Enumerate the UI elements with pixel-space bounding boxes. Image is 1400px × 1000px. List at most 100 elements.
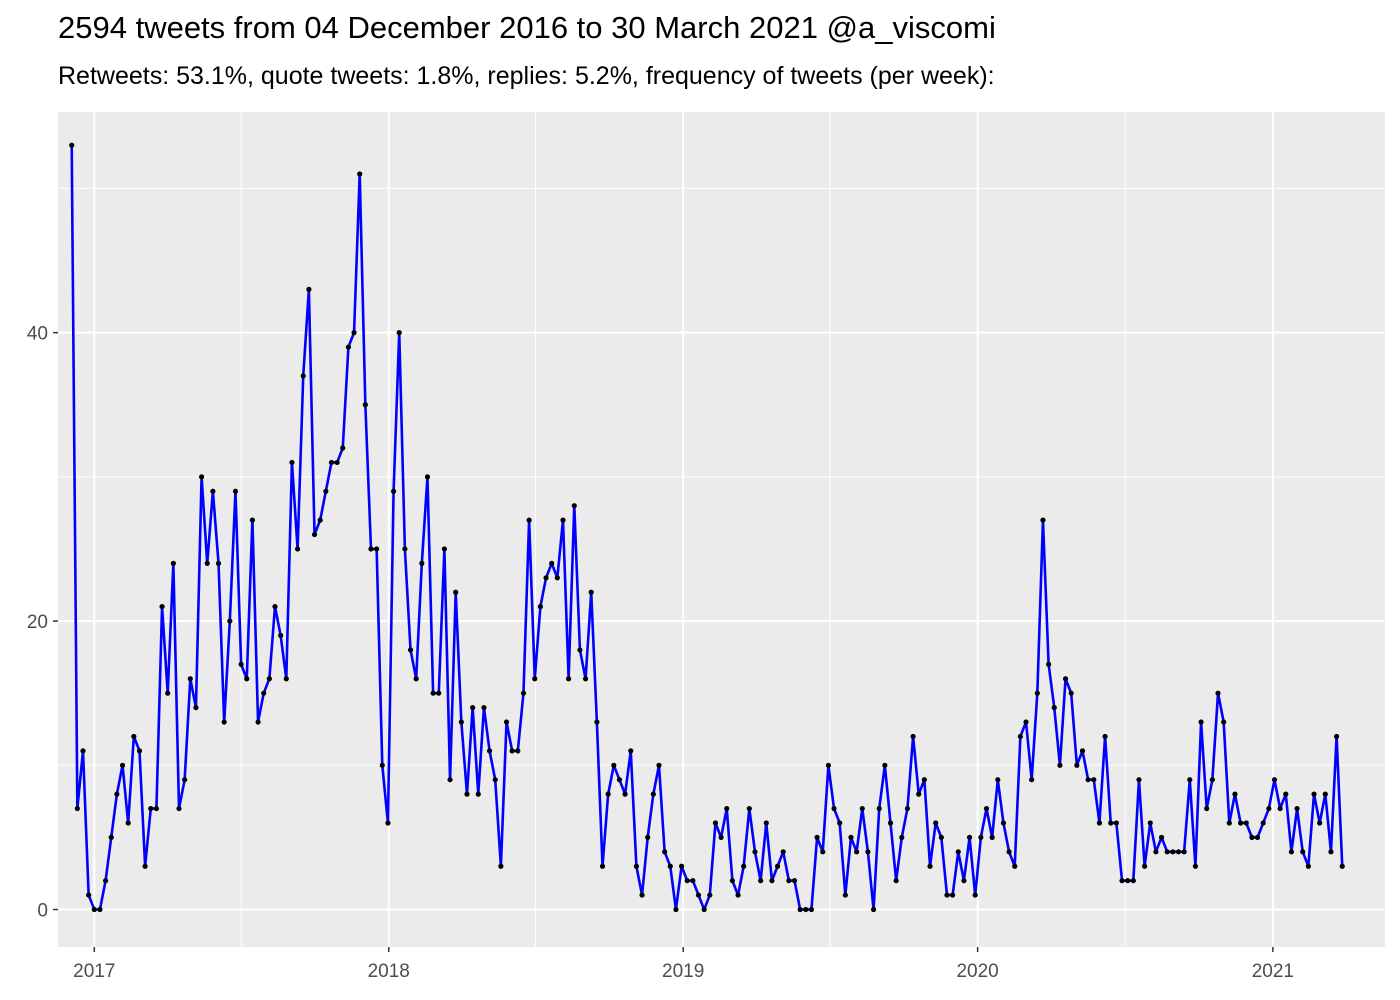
data-point	[80, 748, 86, 754]
data-point	[763, 820, 769, 826]
data-point	[1322, 791, 1328, 797]
data-point	[735, 892, 741, 898]
data-point	[204, 560, 210, 566]
data-point	[453, 589, 459, 595]
data-point	[1034, 690, 1040, 696]
data-point	[1198, 719, 1204, 725]
data-point	[662, 849, 668, 855]
data-point	[374, 546, 380, 552]
data-point	[808, 906, 815, 913]
data-point	[791, 878, 798, 884]
data-point	[966, 834, 973, 841]
data-point	[859, 805, 865, 812]
data-point	[978, 834, 984, 841]
data-point	[712, 820, 719, 826]
data-point	[1260, 820, 1266, 826]
data-point	[718, 834, 724, 841]
data-point	[1085, 777, 1091, 783]
data-point	[1012, 863, 1018, 869]
points-layer	[69, 142, 1345, 913]
data-point	[153, 805, 160, 812]
data-point	[1238, 820, 1244, 826]
data-point	[306, 286, 312, 292]
data-point	[244, 676, 250, 682]
data-point	[899, 834, 905, 841]
data-point	[368, 546, 374, 552]
data-point	[1074, 762, 1080, 768]
data-point	[532, 676, 538, 682]
data-point	[684, 878, 690, 884]
data-point	[774, 863, 781, 869]
data-point	[1119, 878, 1125, 884]
data-point	[594, 719, 600, 725]
data-point	[616, 777, 623, 783]
data-point	[893, 878, 899, 884]
data-point	[317, 517, 323, 523]
data-point	[566, 676, 572, 682]
data-point	[938, 834, 944, 841]
data-point	[921, 777, 927, 783]
data-point	[266, 676, 272, 682]
data-point	[1164, 849, 1170, 855]
data-point	[887, 820, 894, 826]
data-point	[831, 805, 837, 812]
data-point	[227, 618, 233, 624]
data-point	[695, 892, 702, 898]
chart-title: 2594 tweets from 04 December 2016 to 30 …	[58, 10, 996, 45]
data-point	[311, 531, 318, 538]
data-point	[492, 777, 498, 783]
data-point	[182, 777, 188, 783]
data-point	[1311, 791, 1317, 797]
data-point	[498, 863, 504, 869]
data-point	[272, 604, 278, 610]
data-point	[441, 546, 447, 552]
data-point	[724, 805, 730, 812]
data-point	[481, 705, 487, 711]
data-point	[825, 762, 831, 768]
data-point	[537, 604, 544, 610]
data-point	[729, 878, 735, 884]
data-point	[797, 906, 803, 913]
data-point	[238, 661, 244, 667]
data-point	[187, 676, 193, 682]
data-point	[1102, 733, 1108, 740]
data-point	[1305, 863, 1311, 869]
data-point	[611, 762, 617, 768]
data-point	[69, 142, 75, 148]
x-tick-label: 2019	[662, 961, 704, 982]
data-point	[1006, 849, 1012, 855]
data-point	[114, 791, 120, 797]
data-point	[633, 863, 639, 869]
data-point	[645, 834, 651, 841]
data-point	[1317, 820, 1323, 826]
data-point	[1046, 661, 1052, 667]
data-point	[294, 546, 301, 552]
data-point	[407, 647, 414, 653]
data-point	[1057, 762, 1063, 768]
data-point	[278, 632, 284, 639]
data-point	[876, 805, 882, 812]
data-point	[769, 878, 775, 884]
data-point	[526, 517, 532, 523]
x-tick-label: 2021	[1252, 961, 1294, 982]
data-point	[1226, 820, 1232, 826]
data-point	[170, 560, 176, 566]
data-point	[108, 834, 114, 841]
data-point	[340, 445, 346, 451]
data-point	[837, 820, 843, 826]
x-tick-label: 2020	[956, 961, 998, 982]
data-point	[650, 791, 656, 797]
data-point	[820, 849, 826, 855]
data-point	[447, 777, 453, 783]
data-point	[436, 690, 442, 696]
data-point	[102, 878, 109, 884]
data-point	[1142, 863, 1148, 869]
y-tick-label: 20	[27, 612, 48, 633]
chart-subtitle: Retweets: 53.1%, quote tweets: 1.8%, rep…	[58, 62, 995, 90]
data-point	[323, 488, 329, 494]
data-point	[842, 892, 848, 898]
data-point	[543, 575, 549, 581]
data-point	[1170, 849, 1176, 855]
data-point	[1108, 820, 1114, 826]
data-point	[933, 820, 939, 826]
